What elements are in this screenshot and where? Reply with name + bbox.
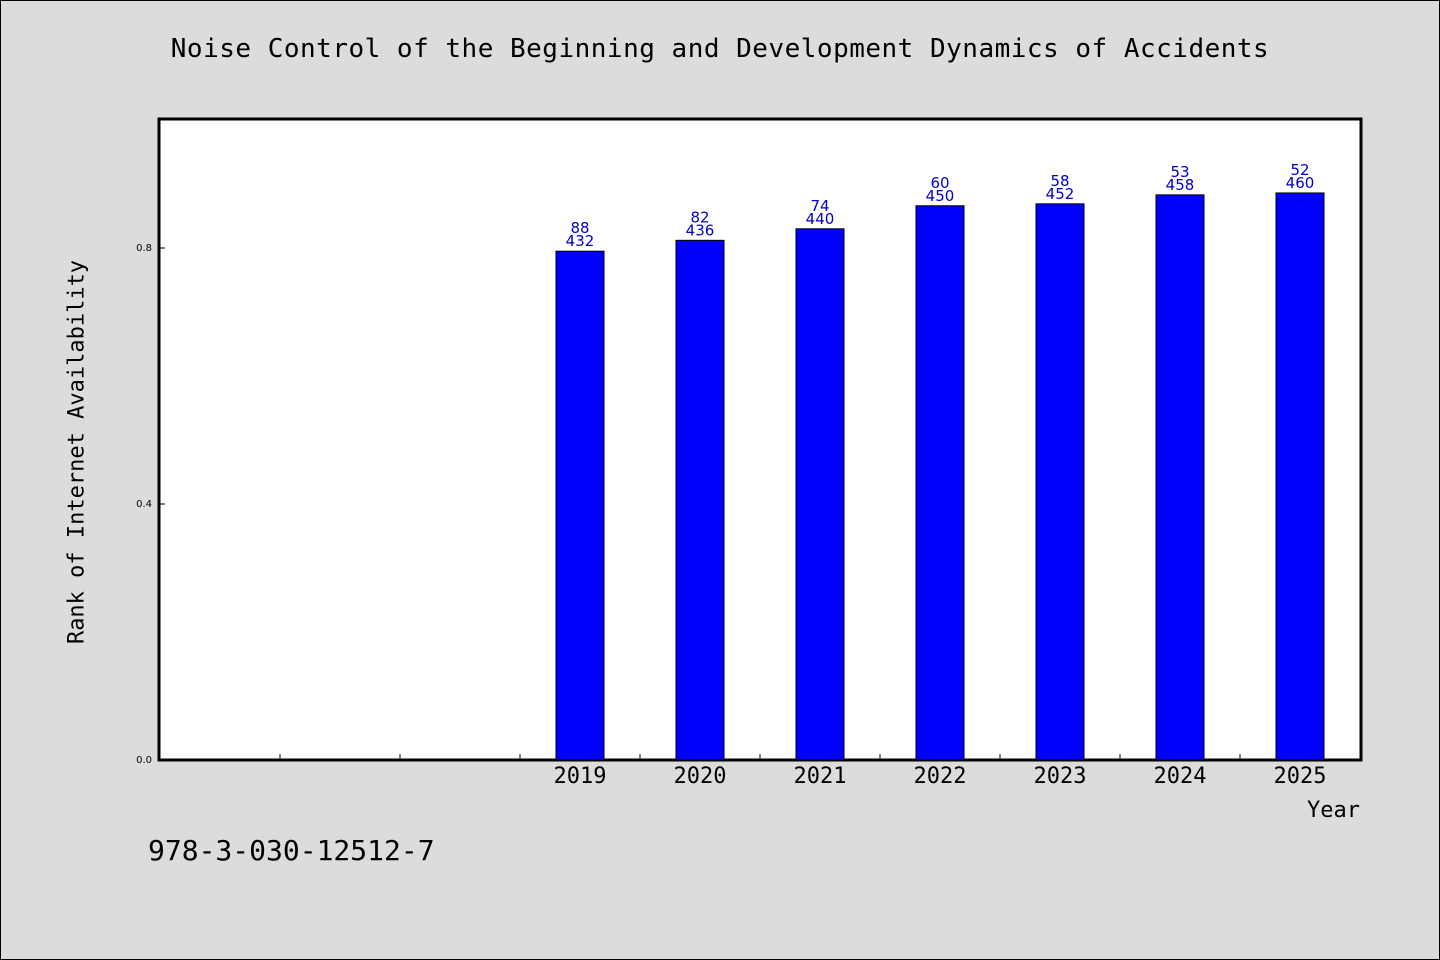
x-category-label: 2019: [554, 764, 607, 789]
x-axis-label: Year: [1307, 798, 1360, 823]
x-category-label: 2022: [914, 764, 967, 789]
y-tick-label: 0.4: [136, 499, 152, 510]
bar-2025: [1275, 192, 1325, 761]
bar-label-top: 74: [810, 197, 829, 215]
chart-title: Noise Control of the Beginning and Devel…: [170, 34, 1270, 64]
x-category-label: 2021: [794, 764, 847, 789]
bar-2022: [915, 205, 965, 761]
y-axis-ticks: 0.0 0.4 0.8: [136, 243, 165, 766]
bar-2023: [1035, 203, 1085, 761]
bar-label-bottom: 460: [1286, 174, 1315, 192]
bar-2021: [795, 228, 845, 761]
x-axis-ticks: [279, 754, 1241, 760]
bar-label-top: 53: [1170, 163, 1189, 181]
x-category-label: 2025: [1274, 764, 1327, 789]
bar-label-top: 88: [570, 219, 589, 237]
bar-label-bottom: 450: [926, 187, 955, 205]
bar-label-top: 52: [1290, 161, 1309, 179]
bar-label-bottom: 458: [1166, 176, 1195, 194]
y-tick-label: 0.8: [136, 243, 152, 254]
bar-2020: [675, 239, 725, 761]
bar-label-top: 82: [690, 208, 709, 226]
x-axis-category-labels: 2019 2020 2021 2022 2023 2024 2025: [554, 764, 1327, 789]
bar-label-bottom: 432: [566, 232, 595, 250]
y-tick-label: 0.0: [136, 755, 152, 766]
bars-group: [555, 192, 1325, 761]
bar-2019: [555, 250, 605, 761]
bar-label-bottom: 436: [686, 221, 715, 239]
footer-code: 978-3-030-12512-7: [148, 834, 435, 867]
bar-label-bottom: 440: [806, 210, 835, 228]
x-category-label: 2020: [674, 764, 727, 789]
x-category-label: 2023: [1034, 764, 1087, 789]
bar-label-top: 58: [1050, 172, 1069, 190]
bar-label-bottom: 452: [1046, 185, 1075, 203]
x-category-label: 2024: [1154, 764, 1207, 789]
bar-label-top: 60: [930, 174, 949, 192]
bar-2024: [1155, 194, 1205, 761]
